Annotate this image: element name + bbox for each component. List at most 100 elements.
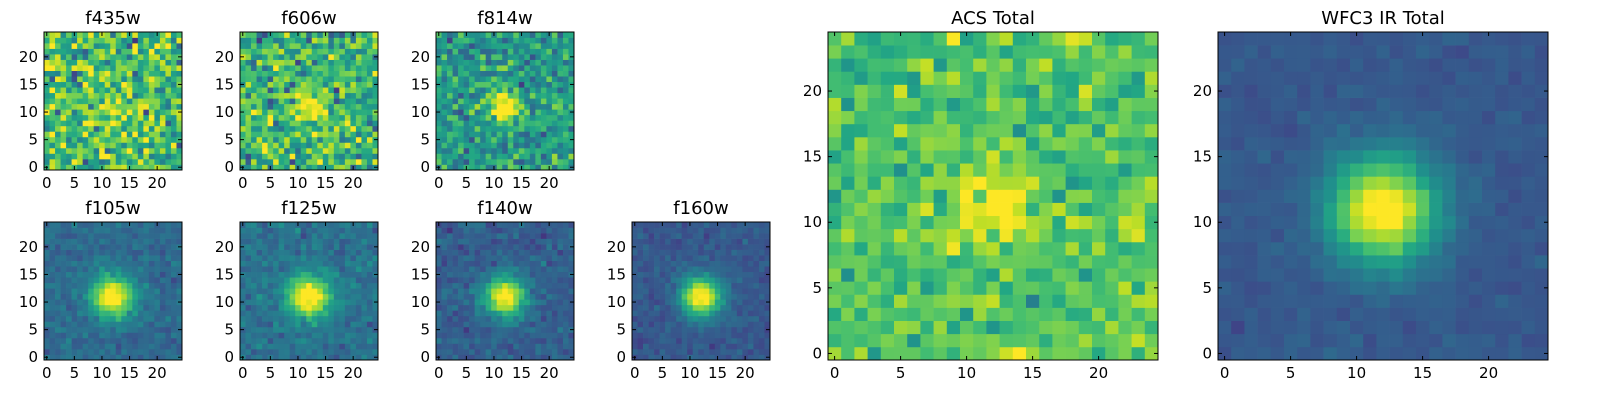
- heatmap-cell: [960, 163, 974, 177]
- heatmap-cell: [148, 54, 155, 60]
- heatmap-cell: [154, 255, 161, 261]
- heatmap-cell: [920, 189, 934, 203]
- heatmap-cell: [245, 136, 252, 143]
- heatmap-cell: [441, 266, 448, 273]
- heatmap-cell: [361, 222, 368, 228]
- heatmap-cell: [350, 59, 357, 66]
- heatmap-cell: [256, 277, 263, 284]
- heatmap-cell: [126, 337, 133, 344]
- heatmap-cell: [480, 120, 487, 127]
- heatmap-cell: [55, 354, 61, 361]
- heatmap-cell: [143, 304, 150, 311]
- heatmap-cell: [568, 310, 575, 317]
- heatmap-cell: [458, 227, 464, 234]
- heatmap-cell: [1065, 176, 1080, 190]
- x-tick-label: 15: [316, 174, 335, 192]
- heatmap-cell: [562, 103, 569, 110]
- heatmap-cell: [154, 304, 161, 311]
- heatmap-cell: [66, 48, 72, 55]
- heatmap-cell: [496, 222, 503, 228]
- heatmap-cell: [491, 277, 498, 284]
- heatmap-cell: [355, 337, 362, 344]
- heatmap-cell: [676, 315, 683, 322]
- heatmap-cell: [960, 294, 974, 308]
- heatmap-cell: [366, 293, 373, 300]
- heatmap-cell: [546, 48, 553, 55]
- heatmap-cell: [88, 222, 95, 228]
- heatmap-cell: [458, 238, 464, 245]
- heatmap-cell: [104, 54, 111, 60]
- heatmap-cell: [1039, 176, 1053, 190]
- heatmap-cell: [546, 70, 553, 77]
- heatmap-cell: [562, 227, 569, 234]
- heatmap-cell: [273, 76, 279, 83]
- heatmap-cell: [328, 103, 335, 110]
- heatmap-cell: [361, 164, 368, 171]
- heatmap-cell: [441, 271, 448, 278]
- heatmap-cell: [692, 233, 699, 239]
- heatmap-cell: [703, 260, 710, 267]
- heatmap-cell: [894, 176, 908, 190]
- heatmap-cell: [491, 337, 498, 344]
- heatmap-cell: [137, 293, 144, 300]
- heatmap-cell: [137, 348, 144, 355]
- heatmap-cell: [551, 222, 558, 228]
- heatmap-cell: [366, 48, 373, 55]
- heatmap-cell: [328, 343, 335, 350]
- heatmap-cell: [999, 228, 1014, 243]
- heatmap-cell: [284, 277, 291, 284]
- heatmap-cell: [143, 43, 150, 49]
- heatmap-cell: [747, 255, 754, 261]
- heatmap-cell: [165, 87, 172, 94]
- heatmap-cell: [907, 189, 921, 203]
- heatmap-cell: [262, 321, 268, 328]
- heatmap-cell: [49, 70, 56, 77]
- heatmap-cell: [524, 153, 531, 160]
- heatmap-cell: [256, 98, 263, 105]
- heatmap-cell: [148, 114, 155, 121]
- heatmap-cell: [159, 244, 166, 250]
- heatmap-cell: [82, 136, 89, 143]
- heatmap-cell: [267, 299, 274, 306]
- heatmap-cell: [518, 337, 525, 344]
- heatmap-cell: [273, 282, 279, 289]
- heatmap-cell: [372, 32, 379, 38]
- heatmap-cell: [463, 114, 470, 121]
- heatmap-cell: [333, 354, 340, 361]
- heatmap-cell: [731, 293, 738, 300]
- heatmap-cell: [110, 59, 117, 66]
- heatmap-cell: [1092, 346, 1106, 361]
- heatmap-cell: [170, 98, 177, 105]
- heatmap-cell: [920, 228, 934, 243]
- heatmap-cell: [452, 222, 459, 228]
- heatmap-cell: [474, 255, 481, 261]
- heatmap-cell: [126, 142, 133, 149]
- heatmap-cell: [1078, 241, 1093, 256]
- heatmap-cell: [1118, 294, 1132, 308]
- heatmap-cell: [670, 343, 677, 350]
- heatmap-cell: [436, 332, 442, 339]
- heatmap-cell: [256, 158, 263, 165]
- heatmap-cell: [946, 215, 961, 230]
- heatmap-cell: [714, 266, 721, 273]
- heatmap-cell: [361, 92, 368, 99]
- heatmap-cell: [176, 238, 183, 245]
- heatmap-cell: [245, 81, 252, 88]
- heatmap-cell: [99, 299, 106, 306]
- heatmap-cell: [245, 348, 252, 355]
- heatmap-cell: [289, 125, 296, 132]
- heatmap-cell: [159, 332, 166, 339]
- heatmap-cell: [49, 310, 56, 317]
- heatmap-cell: [289, 348, 296, 355]
- heatmap-cell: [458, 343, 464, 350]
- heatmap-cell: [529, 315, 536, 322]
- heatmap-cell: [507, 260, 514, 267]
- heatmap-cell: [535, 153, 542, 160]
- x-tick-label: 5: [658, 364, 668, 382]
- heatmap-cell: [88, 249, 95, 256]
- heatmap-cell: [137, 92, 144, 99]
- heatmap-cell: [251, 70, 257, 77]
- heatmap-cell: [1065, 241, 1080, 256]
- heatmap-cell: [469, 109, 475, 116]
- y-tick-label: 0: [420, 348, 430, 366]
